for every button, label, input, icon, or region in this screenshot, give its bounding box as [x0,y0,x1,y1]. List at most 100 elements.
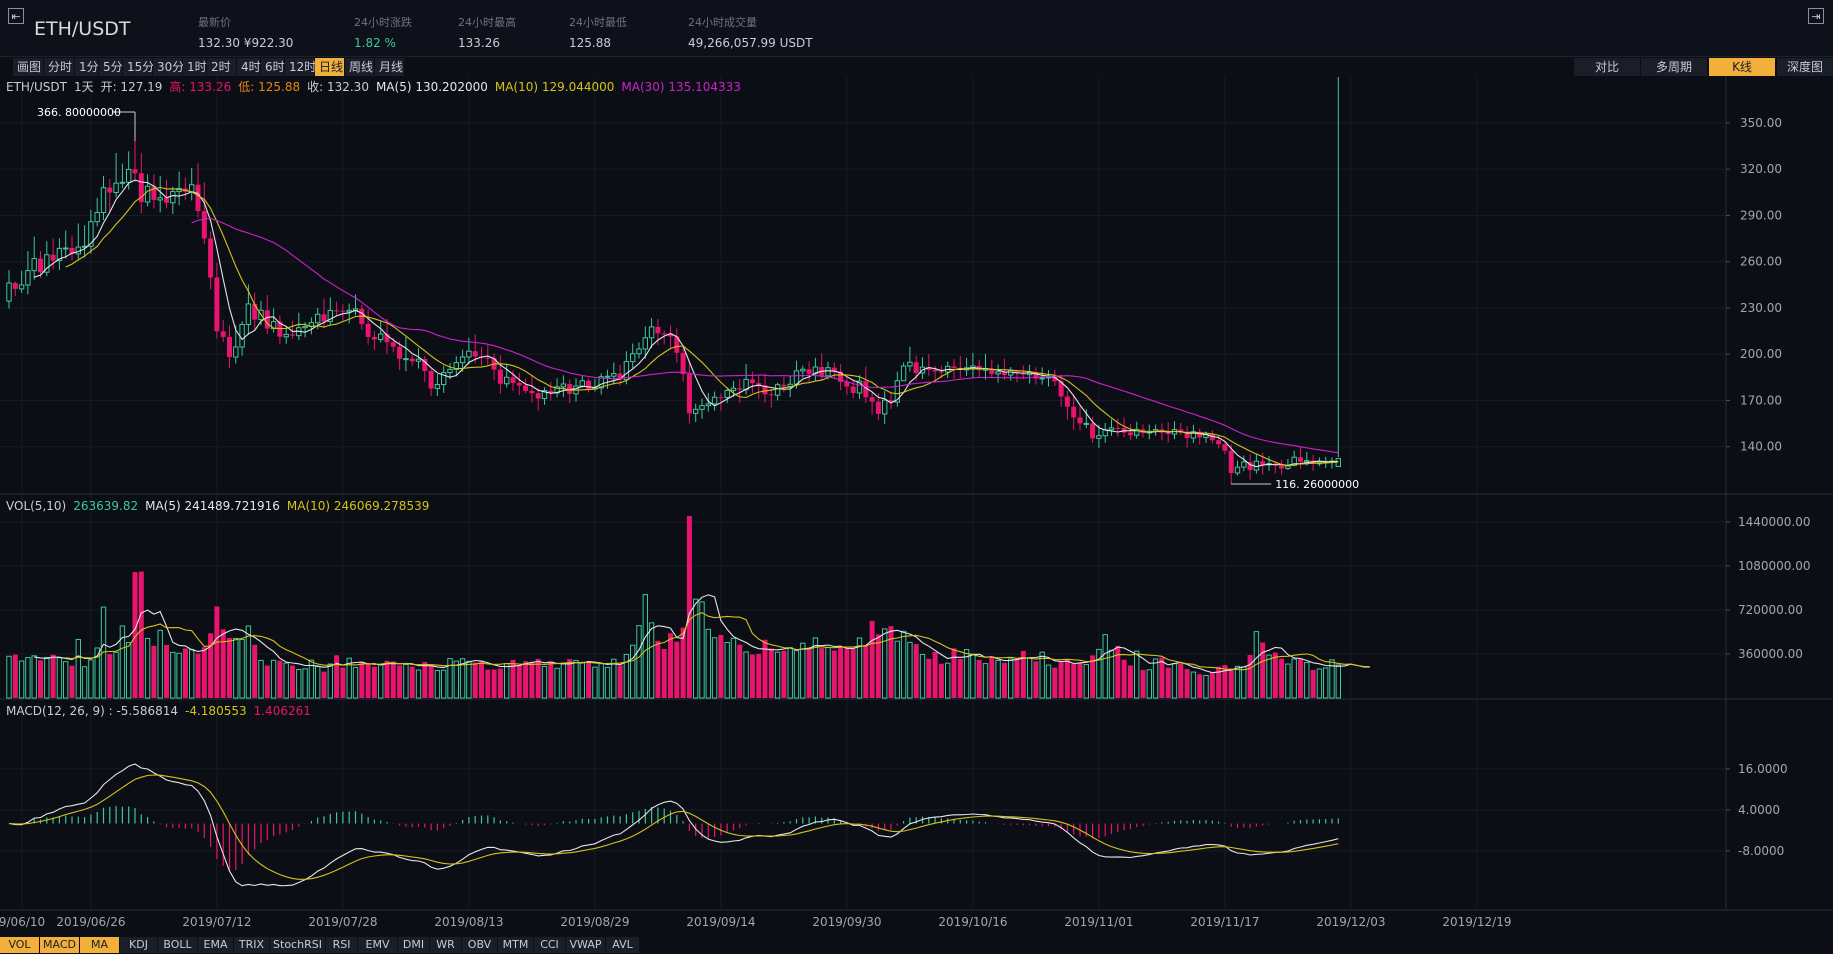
volume-bar [856,637,863,699]
volume-bar [1045,664,1052,699]
volume-bar [674,641,680,698]
candle-body [598,376,604,389]
volume-bar [1234,665,1241,699]
volume-bar [1071,663,1077,698]
volume-ma10-line [65,612,1370,671]
indicator-tab[interactable]: EMV [358,937,397,953]
indicator-tab[interactable]: StochRSI [270,937,325,953]
interval-tab[interactable]: 1时 [183,58,207,76]
volume-bar [25,657,31,699]
interval-tab[interactable]: 15分 [123,58,154,76]
indicator-tab[interactable]: VWAP [566,937,605,953]
candle-body [661,333,667,335]
candle-body [371,336,377,340]
indicator-tab[interactable]: TRIX [234,937,269,953]
candle-body [718,397,724,399]
volume-bar [459,658,466,699]
interval-tab[interactable]: 4时 [237,58,261,76]
candle-body [756,383,762,386]
volume-bars [6,516,1341,699]
volume-bar [913,644,919,698]
volume-bar [1115,645,1121,698]
indicator-tab[interactable]: BOLL [158,937,197,953]
candle-body [838,371,844,382]
stat-24h-change: 24小时涨跌 1.82 % [354,14,412,50]
volume-bar [510,659,516,698]
candle-body [227,336,232,358]
interval-tab[interactable]: 分时 [44,58,74,76]
candle-body [680,352,686,374]
indicator-tab[interactable]: RSI [326,937,357,953]
interval-tab[interactable]: 日线 [315,58,344,76]
candle-body [214,277,220,332]
indicator-tab[interactable]: DMI [398,937,429,953]
candle-body [239,323,245,348]
interval-tab[interactable]: 5分 [99,58,123,76]
candle-body [516,383,522,386]
interval-tab[interactable]: 画图 [13,58,43,76]
indicator-tab[interactable]: EMA [198,937,233,953]
indicator-tab[interactable]: AVL [606,937,639,953]
view-tab[interactable]: 对比 [1574,58,1640,76]
volume-bar [655,640,661,698]
kline-chart[interactable]: 350.00 320.00 290.00 260.00 230.00 200.00 170.… [0,77,1833,953]
volume-bar [119,625,126,699]
view-tab[interactable]: 深度图 [1777,58,1833,76]
candle-body [485,357,491,359]
candle-body [749,379,755,384]
candle-body [850,386,856,393]
volume-bar [762,639,768,698]
indicator-tab[interactable]: KDJ [120,937,157,953]
interval-tab[interactable]: 1分 [75,58,99,76]
view-tab[interactable]: K线 [1709,58,1775,76]
volume-bar [1121,659,1127,698]
interval-tab[interactable]: 周线 [345,58,374,76]
collapse-left-icon[interactable]: ⇤ [8,8,24,24]
stat-label: 24小时最高 [458,16,516,29]
candle-body [888,400,894,403]
candle-body [699,405,705,410]
interval-tab[interactable]: 30分 [153,58,184,76]
candle-body [800,368,806,372]
volume-tick-label: 1440000.00 [1738,515,1811,529]
candle-body [12,282,18,289]
volume-bar [774,651,781,699]
candle-body [1064,396,1070,407]
interval-tab[interactable]: 月线 [375,58,404,76]
interval-tab[interactable]: 6时 [261,58,285,76]
candle-body [787,383,793,387]
candle-body [422,359,428,372]
candle-body [409,358,415,362]
candle-body [378,333,384,341]
volume-bar [989,656,995,698]
candle-body [705,403,711,407]
indicator-tab[interactable]: MACD [40,937,79,953]
indicator-tab[interactable]: MA [80,937,119,953]
candle-body [1058,381,1064,397]
collapse-right-icon[interactable]: ⇥ [1808,8,1824,24]
indicator-tab[interactable]: WR [430,937,461,953]
indicator-tab[interactable]: MTM [498,937,533,953]
candle-body [315,313,321,324]
volume-bar [831,650,837,698]
volume-bar [1298,658,1303,698]
volume-bar [1247,655,1253,698]
candle-body [1291,456,1297,467]
volume-bar [126,642,132,699]
candle-body [774,384,781,396]
indicator-tab[interactable]: CCI [534,937,565,953]
volume-bar [1209,672,1215,698]
candle-body [1127,432,1133,436]
candle-body [107,187,113,193]
candle-body [1052,376,1058,382]
volume-bar [567,659,573,698]
indicator-tab[interactable]: OBV [462,937,497,953]
volume-bar [201,647,207,698]
interval-tab[interactable]: 12时 [285,58,316,76]
interval-tab[interactable]: 2时 [207,58,236,76]
candle-body [611,373,617,377]
view-tab[interactable]: 多周期 [1641,58,1707,76]
indicator-tab[interactable]: VOL [0,937,39,953]
volume-bar [819,648,825,698]
volume-bar [1026,657,1033,699]
